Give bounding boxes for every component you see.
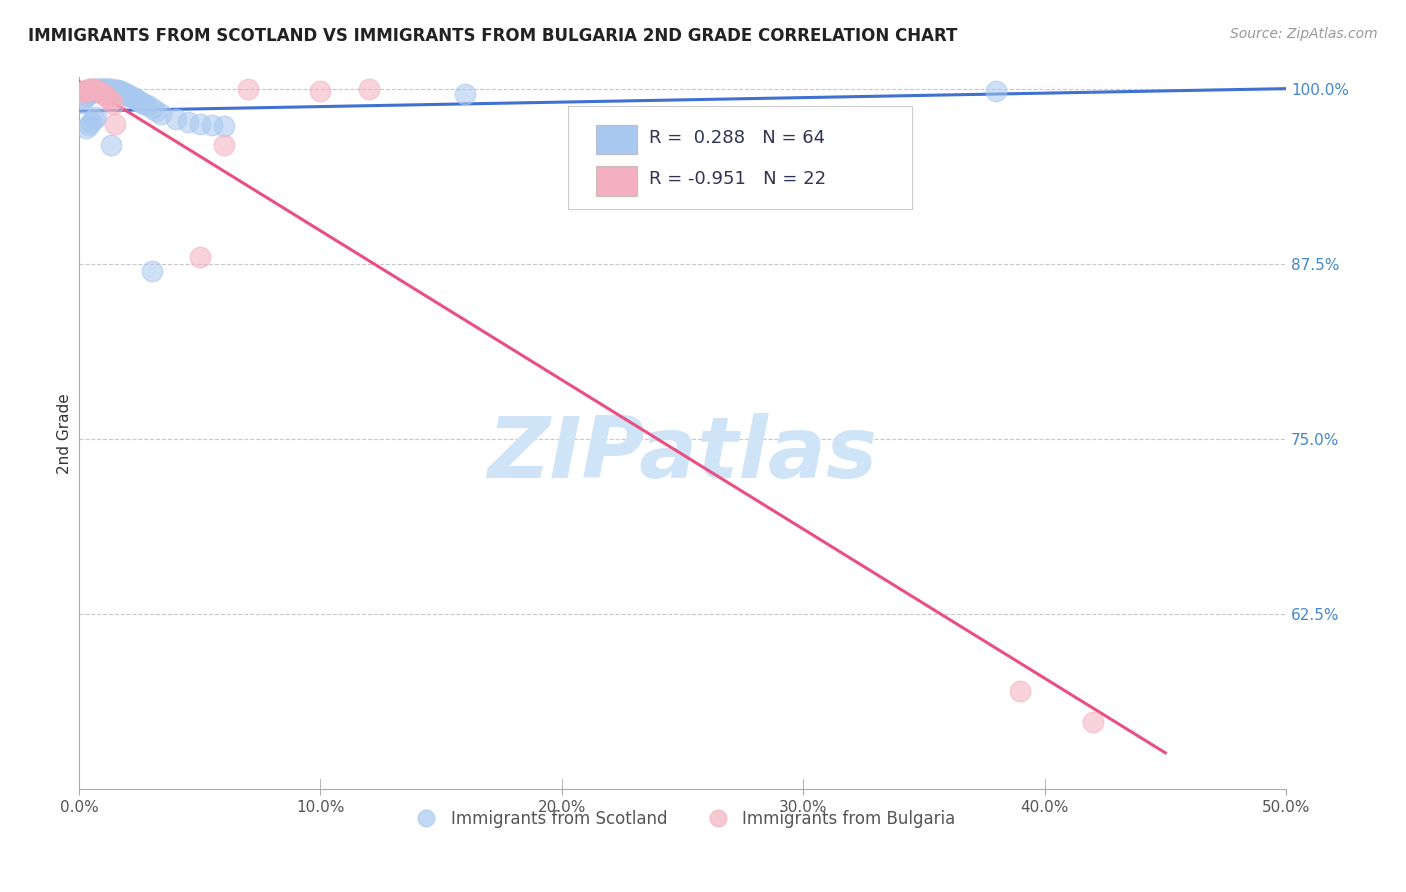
Point xyxy=(131,95,153,110)
Point xyxy=(188,250,211,264)
Point xyxy=(75,85,97,99)
Point xyxy=(165,112,187,127)
Point xyxy=(73,85,96,99)
Point xyxy=(212,120,235,134)
Point xyxy=(100,83,122,97)
Point xyxy=(454,87,477,102)
Point xyxy=(104,83,127,97)
Point xyxy=(118,88,141,103)
Text: R =  0.288   N = 64: R = 0.288 N = 64 xyxy=(648,129,825,147)
Text: ZIPatlas: ZIPatlas xyxy=(488,413,877,496)
Point xyxy=(80,81,103,95)
Text: IMMIGRANTS FROM SCOTLAND VS IMMIGRANTS FROM BULGARIA 2ND GRADE CORRELATION CHART: IMMIGRANTS FROM SCOTLAND VS IMMIGRANTS F… xyxy=(28,27,957,45)
Point xyxy=(201,118,224,132)
Point xyxy=(101,83,124,97)
Point xyxy=(94,81,117,95)
Point xyxy=(107,85,129,99)
Point xyxy=(101,97,124,112)
Point xyxy=(108,85,131,99)
Point xyxy=(141,101,163,115)
Point xyxy=(111,86,134,100)
Point xyxy=(111,86,134,100)
Point xyxy=(150,107,173,121)
Point xyxy=(104,117,127,131)
Point xyxy=(83,81,105,95)
Point xyxy=(100,81,122,95)
Point xyxy=(75,88,97,103)
Point xyxy=(84,83,107,97)
Point xyxy=(1010,684,1032,698)
Point xyxy=(135,98,157,112)
Point xyxy=(1081,714,1104,729)
Point xyxy=(77,118,100,132)
FancyBboxPatch shape xyxy=(596,125,637,154)
Point xyxy=(114,86,136,100)
Point xyxy=(121,90,143,104)
Point xyxy=(134,97,156,112)
Point xyxy=(177,115,200,129)
Point xyxy=(77,83,100,97)
FancyBboxPatch shape xyxy=(596,167,637,196)
Point xyxy=(77,81,100,95)
Point xyxy=(108,85,131,99)
Point xyxy=(117,87,139,102)
Point xyxy=(101,83,124,97)
Point xyxy=(77,87,100,102)
Point xyxy=(73,86,96,100)
Point xyxy=(309,85,332,99)
Point xyxy=(117,88,139,103)
Y-axis label: 2nd Grade: 2nd Grade xyxy=(58,393,72,474)
Point xyxy=(104,83,127,97)
Point xyxy=(97,81,120,95)
Point xyxy=(90,81,112,95)
Point xyxy=(114,87,136,102)
Point xyxy=(80,81,103,95)
Point xyxy=(212,137,235,152)
Point xyxy=(91,81,114,95)
Point xyxy=(97,91,120,105)
Point xyxy=(70,86,93,100)
Point xyxy=(986,85,1008,99)
Point xyxy=(84,83,107,97)
Point xyxy=(100,95,122,109)
Point xyxy=(357,81,380,95)
Point xyxy=(75,83,97,97)
Point xyxy=(141,264,163,278)
Point xyxy=(145,104,167,119)
Point xyxy=(91,87,114,102)
Point xyxy=(73,91,96,105)
Point xyxy=(124,91,146,105)
Point xyxy=(236,81,259,95)
Legend: Immigrants from Scotland, Immigrants from Bulgaria: Immigrants from Scotland, Immigrants fro… xyxy=(402,803,963,834)
Point xyxy=(94,88,117,103)
Point xyxy=(97,81,120,95)
Point xyxy=(87,85,110,99)
Point xyxy=(125,93,148,107)
Text: R = -0.951   N = 22: R = -0.951 N = 22 xyxy=(648,169,825,188)
Point xyxy=(84,110,107,124)
Point xyxy=(128,95,150,109)
Point xyxy=(94,81,117,95)
Point xyxy=(70,95,93,110)
Point xyxy=(90,81,112,95)
Point xyxy=(90,86,112,100)
Point xyxy=(107,83,129,97)
Point xyxy=(83,81,105,95)
Point xyxy=(188,117,211,131)
Point xyxy=(87,83,110,97)
Point xyxy=(80,115,103,129)
Point xyxy=(87,81,110,95)
FancyBboxPatch shape xyxy=(568,106,912,209)
Point xyxy=(83,85,105,99)
Point xyxy=(83,112,105,127)
Point xyxy=(80,86,103,100)
Point xyxy=(84,81,107,95)
Text: Source: ZipAtlas.com: Source: ZipAtlas.com xyxy=(1230,27,1378,41)
Point xyxy=(75,120,97,135)
Point xyxy=(100,137,122,152)
Point xyxy=(91,81,114,95)
